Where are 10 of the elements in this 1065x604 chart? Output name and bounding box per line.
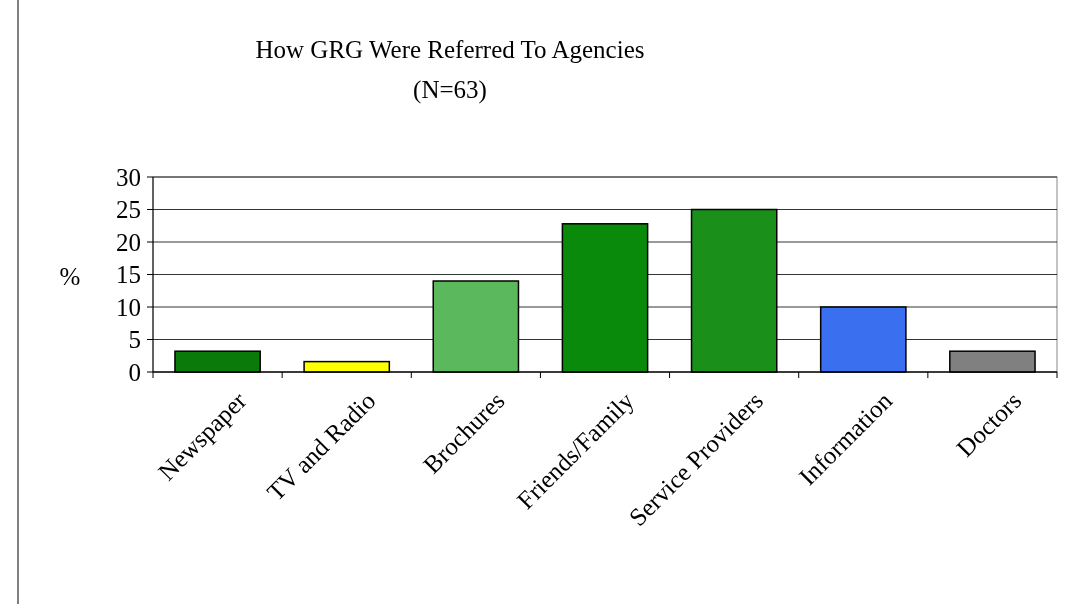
chart-title: How GRG Were Referred To Agencies xyxy=(255,36,645,63)
y-tick-label: 5 xyxy=(128,326,141,354)
y-tick-label: 20 xyxy=(116,228,141,256)
y-tick-label: 0 xyxy=(128,358,141,386)
y-axis-title: % xyxy=(59,263,81,290)
y-tick-label: 10 xyxy=(116,293,141,321)
y-tick-label: 25 xyxy=(116,196,141,224)
chart-subtitle: (N=63) xyxy=(413,76,487,104)
y-tick-label: 15 xyxy=(116,261,141,289)
y-tick-label: 30 xyxy=(116,163,141,191)
